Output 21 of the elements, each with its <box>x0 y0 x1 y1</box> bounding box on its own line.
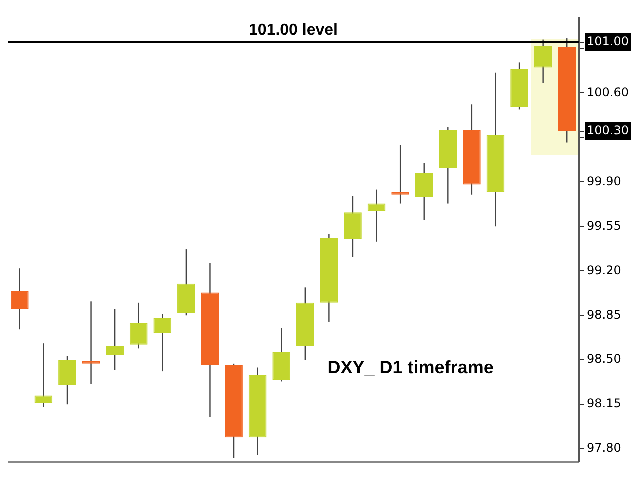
y-tick-label: 99.55 <box>587 218 622 233</box>
candlestick <box>106 308 124 371</box>
y-tick-label: 100.30 <box>587 123 630 138</box>
y-tick-label: 101.00 <box>587 34 630 48</box>
candlestick <box>130 302 148 350</box>
candlestick <box>58 356 76 406</box>
annotation: DXY_ D1 timeframe <box>328 358 494 378</box>
y-tick-label: 100.60 <box>587 85 630 100</box>
y-tick-label: 99.20 <box>587 263 622 278</box>
y-tick-label: 98.50 <box>587 352 622 366</box>
ref-line-label: 101.00 level <box>249 22 338 39</box>
y-tick-label: 98.15 <box>587 396 622 411</box>
candlestick <box>34 342 53 408</box>
candlestick <box>368 189 386 243</box>
candlestick <box>82 301 100 385</box>
y-tick-label: 99.90 <box>587 174 622 188</box>
y-tick-label: 97.80 <box>587 441 622 456</box>
y-tick-label: 98.85 <box>587 308 622 322</box>
candlestick <box>415 162 434 221</box>
candlestick <box>392 144 410 204</box>
candlestick <box>534 39 552 84</box>
